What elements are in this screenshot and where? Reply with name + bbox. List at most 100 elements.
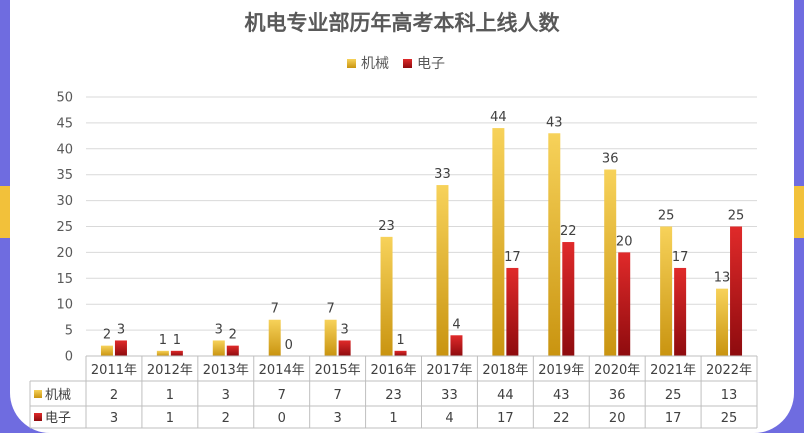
legend-swatch-1: [347, 59, 356, 68]
table-cell: 20: [609, 411, 626, 426]
bar-dianzi-9: [562, 242, 575, 356]
data-label: 3: [215, 322, 223, 337]
table-cell: 0: [278, 411, 286, 426]
table-cell: 3: [222, 388, 230, 403]
bar-dianzi-12: [730, 226, 743, 356]
bar-jixie-2: [156, 350, 169, 356]
y-tick-label: 30: [56, 194, 73, 209]
x-tick-label: 2019年: [538, 363, 584, 378]
x-tick-label: 2022年: [706, 363, 752, 378]
bar-jixie-10: [604, 169, 617, 356]
table-cell: 3: [333, 411, 341, 426]
bars: [100, 128, 743, 356]
data-label: 7: [326, 302, 334, 317]
bar-jixie-12: [716, 288, 729, 356]
gridlines: [86, 96, 757, 357]
data-label: 20: [616, 234, 633, 249]
data-label: 17: [672, 250, 689, 265]
bar-jixie-3: [212, 340, 225, 356]
y-tick-label: 15: [56, 272, 73, 287]
bar-jixie-9: [548, 133, 561, 356]
bar-dianzi-5: [338, 340, 351, 356]
right-accent-strip: [794, 186, 804, 238]
x-tick-label: 2016年: [370, 363, 416, 378]
table-cell: 33: [441, 388, 458, 403]
data-label: 1: [159, 333, 167, 348]
table-cell: 1: [166, 388, 174, 403]
data-label: 2: [103, 328, 111, 343]
bar-dianzi-11: [674, 267, 687, 356]
table-cell: 22: [553, 411, 570, 426]
bar-jixie-6: [380, 236, 393, 356]
y-tick-label: 35: [56, 168, 73, 183]
table-cell: 25: [665, 388, 682, 403]
y-tick-label: 0: [65, 350, 73, 365]
x-tick-label: 2014年: [259, 363, 305, 378]
left-accent-strip: [0, 186, 10, 238]
legend-label-2: 电子: [417, 56, 445, 72]
table-cell: 25: [721, 411, 738, 426]
data-label: 3: [340, 322, 348, 337]
table-row-swatch-2: [34, 413, 42, 421]
chart-card: [10, 0, 794, 433]
bar-jixie-8: [492, 128, 505, 356]
table-row-label-2: 电子: [45, 411, 71, 426]
chart-title: 机电专业部历年高考本科上线人数: [245, 11, 561, 35]
table-cell: 7: [278, 388, 286, 403]
legend-swatch-2: [403, 59, 412, 68]
data-label: 3: [117, 322, 125, 337]
y-tick-label: 50: [56, 91, 73, 106]
data-label: 4: [452, 317, 460, 332]
x-tick-label: 2020年: [594, 363, 640, 378]
data-label: 17: [504, 250, 521, 265]
bar-dianzi-8: [506, 267, 519, 356]
y-tick-label: 10: [56, 298, 73, 313]
bar-dianzi-6: [394, 350, 407, 356]
x-tick-label: 2013年: [203, 363, 249, 378]
data-label: 22: [560, 224, 577, 239]
data-label: 36: [602, 152, 619, 167]
bar-jixie-5: [324, 319, 337, 356]
table-cell: 36: [609, 388, 626, 403]
table-cell: 1: [166, 411, 174, 426]
data-table: 2011年232012年112013年322014年702015年732016年…: [29, 355, 758, 429]
table-cell: 23: [385, 388, 402, 403]
data-label: 1: [396, 333, 404, 348]
x-tick-label: 2011年: [91, 363, 137, 378]
data-label: 13: [714, 271, 731, 286]
table-cell: 4: [445, 411, 453, 426]
data-label: 44: [490, 110, 507, 125]
table-cell: 1: [389, 411, 397, 426]
table-cell: 17: [497, 411, 514, 426]
table-row-label-1: 机械: [45, 388, 71, 403]
data-label: 23: [378, 219, 395, 234]
bar-dianzi-1: [114, 340, 127, 356]
x-tick-label: 2018年: [482, 363, 528, 378]
x-tick-label: 2017年: [426, 363, 472, 378]
y-tick-label: 25: [56, 220, 73, 235]
bar-jixie-1: [100, 345, 113, 356]
bar-jixie-11: [660, 226, 673, 356]
table-cell: 2: [222, 411, 230, 426]
data-label: 25: [658, 209, 675, 224]
y-tick-label: 40: [56, 142, 73, 157]
data-label: 0: [285, 338, 293, 353]
data-label: 2: [229, 328, 237, 343]
y-tick-label: 20: [56, 246, 73, 261]
bar-dianzi-3: [226, 345, 239, 356]
data-label: 43: [546, 115, 563, 130]
legend-label-1: 机械: [361, 56, 389, 72]
bar-dianzi-10: [618, 252, 631, 356]
bar-jixie-7: [436, 185, 449, 356]
bar-dianzi-7: [450, 335, 463, 356]
y-tick-label: 45: [56, 116, 73, 131]
data-label: 25: [728, 209, 745, 224]
x-tick-label: 2021年: [650, 363, 696, 378]
bar-dianzi-2: [170, 350, 183, 356]
data-label: 1: [173, 333, 181, 348]
data-label: 33: [434, 167, 451, 182]
x-tick-label: 2015年: [315, 363, 361, 378]
table-cell: 44: [497, 388, 514, 403]
